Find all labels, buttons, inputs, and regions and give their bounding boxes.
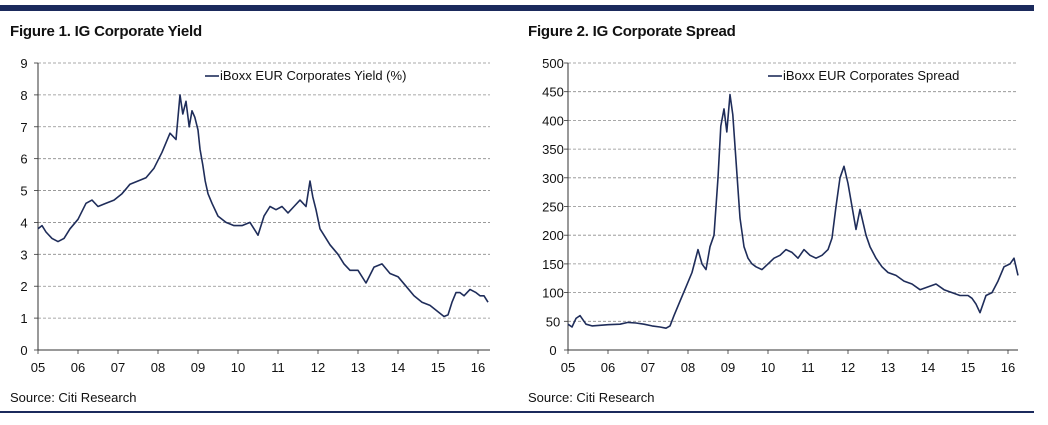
chart-1-y-tick-label: 1 [20, 311, 27, 326]
header-rule [0, 5, 1034, 11]
chart-1-y-tick-label: 7 [20, 120, 27, 135]
chart-2-x-tick-label: 06 [601, 360, 615, 375]
chart-1-series-line [37, 94, 489, 318]
chart-1-y-tick-label: 2 [20, 279, 27, 294]
figure-1-source: Source: Citi Research [10, 390, 137, 405]
chart-2-y-tick-label: 300 [542, 171, 564, 186]
chart-1-x-tick-label: 06 [71, 360, 85, 375]
chart-1-x-tick-label: 11 [271, 360, 285, 375]
footer-rule [0, 411, 1034, 413]
chart-2-x-tick-label: 05 [561, 360, 575, 375]
chart-2-y-tick-label: 350 [542, 142, 564, 157]
chart-2-x-tick-label: 11 [801, 360, 815, 375]
chart-2-x-tick-label: 13 [881, 360, 895, 375]
chart-1-y-tick-label: 9 [20, 56, 27, 71]
chart-2-x-tick-label: 07 [641, 360, 655, 375]
chart-1-x-tick-label: 16 [471, 360, 485, 375]
chart-2-y-tick-label: 500 [542, 56, 564, 71]
chart-2-legend-label: iBoxx EUR Corporates Spread [783, 68, 959, 83]
chart-2-y-tick-label: 100 [542, 286, 564, 301]
chart-1-y-tick-label: 5 [20, 184, 27, 199]
chart-1-y-tick-label: 3 [20, 247, 27, 262]
figure-2-title: Figure 2. IG Corporate Spread [528, 23, 736, 40]
chart-2-y-tick-label: 150 [542, 257, 564, 272]
chart-2-x-tick-label: 10 [761, 360, 775, 375]
chart-1-y-tick-label: 8 [20, 88, 27, 103]
chart-1-x-tick-label: 08 [151, 360, 165, 375]
chart-1-x-tick-label: 15 [431, 360, 445, 375]
chart-2-y-tick-label: 50 [546, 314, 560, 329]
chart-1-x-tick-label: 07 [111, 360, 125, 375]
chart-2-y-tick-label: 450 [542, 85, 564, 100]
chart-1-x-tick-label: 10 [231, 360, 245, 375]
chart-2-y-tick-label: 400 [542, 113, 564, 128]
chart-2-y-tick-label: 200 [542, 228, 564, 243]
chart-1-x-tick-label: 12 [311, 360, 325, 375]
chart-2-x-tick-label: 12 [841, 360, 855, 375]
chart-1-y-tick-label: 6 [20, 152, 27, 167]
chart-2-x-tick-label: 08 [681, 360, 695, 375]
figure-1-title: Figure 1. IG Corporate Yield [10, 23, 202, 40]
chart-1-x-tick-label: 05 [31, 360, 45, 375]
chart-2-x-tick-label: 14 [921, 360, 935, 375]
chart-2-y-tick-label: 0 [549, 343, 556, 358]
chart-2-x-tick-label: 16 [1001, 360, 1015, 375]
chart-2-x-tick-label: 09 [721, 360, 735, 375]
figure-2-source: Source: Citi Research [528, 390, 655, 405]
chart-1-x-tick-label: 13 [351, 360, 365, 375]
chart-1-x-tick-label: 14 [391, 360, 405, 375]
chart-1-y-tick-label: 0 [20, 343, 27, 358]
chart-2-series-line [567, 93, 1019, 330]
chart-2-y-tick-label: 250 [542, 200, 564, 215]
chart-1-x-tick-label: 09 [191, 360, 205, 375]
chart-2-x-tick-label: 15 [961, 360, 975, 375]
chart-1-legend-label: iBoxx EUR Corporates Yield (%) [220, 68, 406, 83]
chart-1-y-tick-label: 4 [20, 215, 27, 230]
